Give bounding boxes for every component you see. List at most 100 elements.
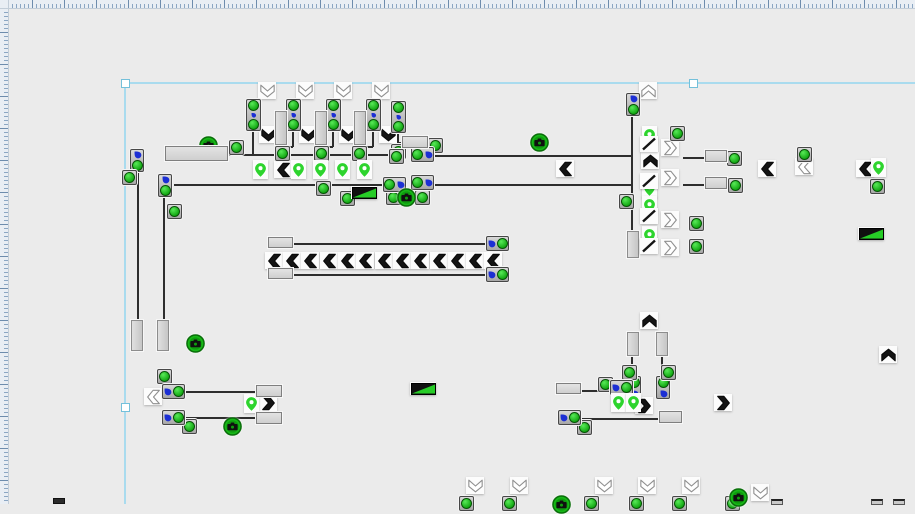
barrier-gate[interactable] (640, 173, 658, 189)
pillar-block[interactable] (627, 332, 639, 356)
chevron-left-black[interactable] (301, 252, 319, 269)
dark-marker[interactable] (53, 498, 65, 504)
chevron-left-black[interactable] (356, 252, 374, 269)
chevron-right-black[interactable] (714, 394, 732, 411)
traffic-signal-2-icon[interactable] (656, 376, 670, 399)
chevron-left-black[interactable] (411, 252, 429, 269)
location-pin[interactable] (611, 393, 626, 412)
green-indicator-box[interactable] (157, 369, 172, 384)
green-indicator-box[interactable] (415, 190, 430, 205)
green-indicator-box[interactable] (727, 151, 742, 166)
traffic-signal-3-icon[interactable] (326, 99, 341, 131)
camera[interactable] (530, 133, 549, 152)
camera[interactable] (729, 488, 748, 507)
camera[interactable] (223, 417, 242, 436)
green-indicator-box[interactable] (619, 194, 634, 209)
sign-plate[interactable] (268, 268, 293, 279)
location-pin[interactable] (871, 158, 886, 177)
pillar-block[interactable] (275, 111, 287, 145)
barrier-gate[interactable] (640, 136, 658, 152)
sign-plate[interactable] (659, 411, 682, 423)
camera[interactable] (397, 188, 416, 207)
ramp-gauge[interactable] (351, 186, 377, 199)
chevron-right-white[interactable] (661, 239, 679, 256)
green-indicator-box[interactable] (598, 377, 613, 392)
chevron-left-black[interactable] (466, 252, 484, 269)
chevron-left-white[interactable] (795, 158, 813, 175)
indicator-pair-box[interactable] (383, 177, 406, 192)
chevron-right-white[interactable] (661, 211, 679, 228)
traffic-signal-2-icon[interactable] (130, 149, 144, 172)
traffic-signal-3-icon[interactable] (366, 99, 381, 131)
chevron-down-white[interactable] (372, 82, 390, 99)
chevron-down-black[interactable] (299, 126, 317, 143)
green-indicator-box[interactable] (389, 149, 404, 164)
barrier-gate[interactable] (640, 208, 658, 224)
sign-plate[interactable] (256, 412, 282, 424)
camera[interactable] (186, 334, 205, 353)
chevron-left-black[interactable] (283, 252, 301, 269)
indicator-pair-box[interactable] (486, 267, 509, 282)
indicator-pair-box[interactable] (558, 410, 581, 425)
traffic-signal-3-icon[interactable] (391, 101, 406, 133)
sign-plate[interactable] (268, 237, 293, 248)
chevron-left-black[interactable] (758, 160, 776, 177)
chevron-up-white[interactable] (639, 82, 657, 99)
location-pin[interactable] (253, 160, 268, 179)
pillar-block[interactable] (315, 111, 327, 145)
indicator-pair-box[interactable] (411, 175, 434, 190)
chevron-right-black[interactable] (259, 394, 277, 411)
sign-plate[interactable] (256, 385, 282, 397)
location-pin[interactable] (291, 160, 306, 179)
ramp-gauge[interactable] (410, 382, 436, 395)
sign-plate[interactable] (165, 146, 228, 161)
location-pin[interactable] (335, 160, 350, 179)
barrier-gate[interactable] (640, 238, 658, 254)
chevron-left-black[interactable] (274, 161, 292, 178)
chevron-down-black[interactable] (339, 126, 357, 143)
pillar-block[interactable] (354, 111, 366, 145)
selection-handle[interactable] (689, 79, 698, 88)
pillar-block[interactable] (627, 231, 639, 258)
chevron-down-white[interactable] (296, 82, 314, 99)
chevron-left-black[interactable] (856, 160, 874, 177)
green-indicator-box[interactable] (689, 216, 704, 231)
traffic-signal-2-icon[interactable] (158, 174, 172, 197)
green-indicator-box[interactable] (229, 140, 244, 155)
chevron-down-white[interactable] (751, 484, 769, 501)
chevron-right-white[interactable] (661, 169, 679, 186)
chevron-left-black[interactable] (338, 252, 356, 269)
selection-handle[interactable] (121, 79, 130, 88)
green-indicator-box[interactable] (275, 146, 290, 161)
partial-box[interactable] (893, 499, 905, 505)
indicator-pair-box[interactable] (486, 236, 509, 251)
green-indicator-box[interactable] (661, 365, 676, 380)
green-indicator-box[interactable] (182, 419, 197, 434)
chevron-down-black[interactable] (259, 126, 277, 143)
green-indicator-box[interactable] (316, 181, 331, 196)
indicator-pair-box[interactable] (162, 410, 185, 425)
green-indicator-box[interactable] (122, 170, 137, 185)
green-indicator-box[interactable] (870, 179, 885, 194)
camera[interactable] (552, 495, 571, 514)
sign-plate[interactable] (402, 136, 428, 148)
selection-handle[interactable] (121, 403, 130, 412)
green-indicator-box[interactable] (728, 178, 743, 193)
green-indicator-box[interactable] (352, 146, 367, 161)
chevron-down-white[interactable] (510, 477, 528, 494)
sign-plate[interactable] (705, 177, 727, 189)
indicator-pair-box[interactable] (411, 147, 434, 162)
chevron-left-black[interactable] (393, 252, 411, 269)
green-indicator-box[interactable] (670, 126, 685, 141)
sign-plate[interactable] (705, 150, 727, 162)
green-indicator-box[interactable] (314, 146, 329, 161)
traffic-signal-3-icon[interactable] (286, 99, 301, 131)
partial-box[interactable] (771, 499, 783, 505)
chevron-down-white[interactable] (466, 477, 484, 494)
pillar-block[interactable] (131, 320, 143, 351)
chevron-up-black[interactable] (879, 346, 897, 363)
location-pin[interactable] (626, 393, 641, 412)
chevron-right-white[interactable] (661, 139, 679, 156)
chevron-left-black[interactable] (320, 252, 338, 269)
chevron-down-white[interactable] (682, 477, 700, 494)
